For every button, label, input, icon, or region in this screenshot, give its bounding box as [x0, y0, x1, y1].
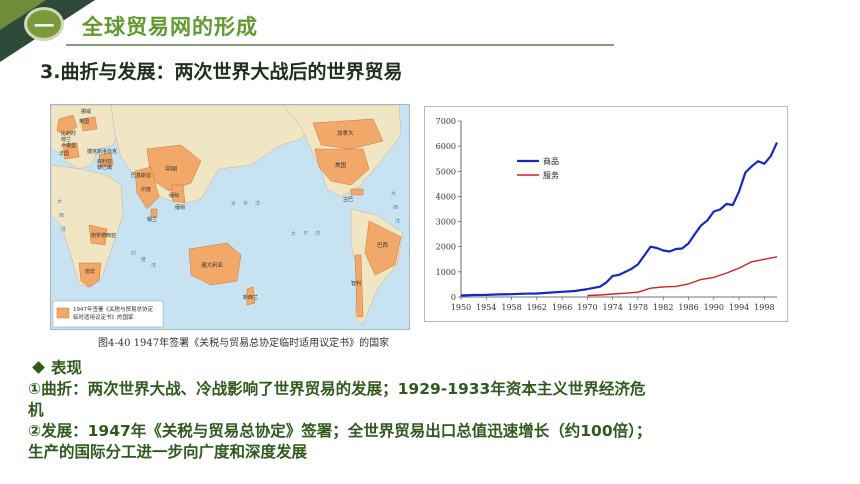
- map-label: 缅甸: [169, 192, 179, 199]
- y-tick-label: 2000: [436, 243, 456, 252]
- body-line-4: 生产的国际分工进一步向广度和深度发展: [28, 443, 308, 461]
- map-label: 美国: [335, 161, 347, 169]
- ocean-label: 大: [57, 198, 62, 205]
- ocean-label: 太: [231, 200, 236, 207]
- ocean-label: 平: [243, 201, 248, 207]
- trade-chart-svg: 0 1000 2000 3000 4000 5000 6000 7000 1950 1954 195…: [436, 117, 779, 312]
- x-tick-label: 1986: [678, 303, 698, 312]
- map-legend-text-2: 临时适用议定书》的国家: [73, 313, 134, 321]
- x-tick-label: 1974: [603, 303, 623, 312]
- y-tick-label: 4000: [436, 192, 456, 201]
- ocean-label: 洋: [61, 226, 66, 233]
- x-tick-label: 1950: [451, 303, 471, 312]
- map-label: 叙利亚: [97, 158, 112, 165]
- map-label: 南非: [85, 268, 95, 275]
- body-line-1: ①曲折：两次世界大战、冷战影响了世界贸易的发展；1929-1933年资本主义世界…: [28, 380, 646, 398]
- legend-label: 商品: [543, 156, 559, 166]
- y-tick-label: 0: [451, 293, 456, 302]
- x-tick-label: 1958: [501, 303, 521, 312]
- map-label: 法国: [59, 150, 69, 157]
- ocean-label: 洋: [315, 230, 320, 237]
- map-label: 黎巴嫩: [97, 164, 112, 171]
- series-line-services: [587, 256, 778, 297]
- map-legend-text-1: 1947年签署《关税与贸易总协定: [73, 305, 153, 313]
- map-label: 卢森堡: [61, 142, 76, 149]
- diamond-bullet-icon: [32, 361, 45, 374]
- x-tick-label: 1994: [729, 303, 749, 312]
- y-tick-label: 1000: [436, 268, 456, 277]
- title-underline: [66, 44, 614, 46]
- series-line-goods: [460, 141, 779, 297]
- x-tick-label: 1962: [527, 303, 547, 312]
- map-caption: 图4-40 1947年签署《关税与贸易总协定临时适用议定书》的国家: [98, 338, 390, 349]
- ocean-label: 平: [303, 231, 308, 237]
- map-label: 巴基斯坦: [131, 172, 151, 179]
- ocean-label: 度: [141, 256, 146, 263]
- ocean-label: 洋: [395, 218, 400, 225]
- map-label: 印度: [141, 186, 151, 193]
- map-label: 英国: [79, 118, 89, 125]
- map-label: 巴西: [377, 242, 389, 249]
- ocean-label: 洋: [151, 262, 156, 269]
- section-number-badge: 一: [24, 7, 64, 41]
- map-label: 比利时: [61, 130, 76, 137]
- ocean-label: 西: [393, 205, 398, 211]
- ocean-label: 洋: [255, 200, 260, 207]
- ocean-label: 大: [391, 190, 396, 197]
- x-tick-label: 1990: [704, 303, 724, 312]
- trade-chart: 0 1000 2000 3000 4000 5000 6000 7000 1950 1954 195…: [424, 106, 788, 322]
- ocean-label: 太: [291, 230, 296, 237]
- x-tick-label: 1978: [628, 303, 648, 312]
- subtitle: 3.曲折与发展：两次世界大战后的世界贸易: [40, 61, 403, 83]
- map-label: 智利: [351, 280, 361, 287]
- map-label: 澳大利亚: [201, 261, 224, 269]
- y-tick-label: 6000: [436, 142, 456, 151]
- map-label: 锡兰: [147, 216, 157, 223]
- map-label: 挪威: [81, 108, 91, 115]
- map-label: 南罗德西亚: [91, 232, 116, 239]
- map-label: 荷兰: [61, 136, 71, 143]
- y-tick-label: 7000: [436, 117, 456, 126]
- map-label: 古巴: [343, 196, 353, 203]
- map-label: 新西兰: [243, 294, 258, 301]
- section-title: 全球贸易网的形成: [82, 15, 258, 39]
- body-text: 表现 ①曲折：两次世界大战、冷战影响了世界贸易的发展；1929-1933年资本主…: [28, 358, 838, 463]
- x-tick-label: 1966: [552, 303, 572, 312]
- map-label: 加拿大: [337, 129, 354, 137]
- world-map-graphic: 1947年签署《关税与贸易总协定 临时适用议定书》的国家 英国 比利时 荷兰 卢…: [50, 104, 409, 329]
- body-line-2: 机: [28, 401, 44, 419]
- map-label: 缅甸: [175, 204, 185, 211]
- body-line-3: ②发展：1947年《关税与贸易总协定》签署；全世界贸易出口总值迅速增长（约100…: [28, 422, 652, 440]
- map-label: 捷克斯洛伐克: [87, 148, 117, 155]
- x-tick-label: 1954: [476, 303, 496, 312]
- ocean-label: 西: [59, 213, 64, 219]
- map-label: 中国: [165, 165, 177, 173]
- body-heading: 表现: [51, 359, 83, 377]
- x-tick-label: 1982: [653, 303, 673, 312]
- ocean-label: 印: [131, 250, 136, 257]
- y-tick-label: 5000: [436, 167, 456, 176]
- y-tick-label: 3000: [436, 218, 456, 227]
- x-tick-label: 1998: [754, 303, 774, 312]
- x-tick-label: 1970: [577, 303, 597, 312]
- legend-label: 服务: [543, 170, 559, 180]
- body-heading-row: 表现: [28, 358, 838, 379]
- world-map: 1947年签署《关税与贸易总协定 临时适用议定书》的国家 英国 比利时 荷兰 卢…: [50, 104, 410, 330]
